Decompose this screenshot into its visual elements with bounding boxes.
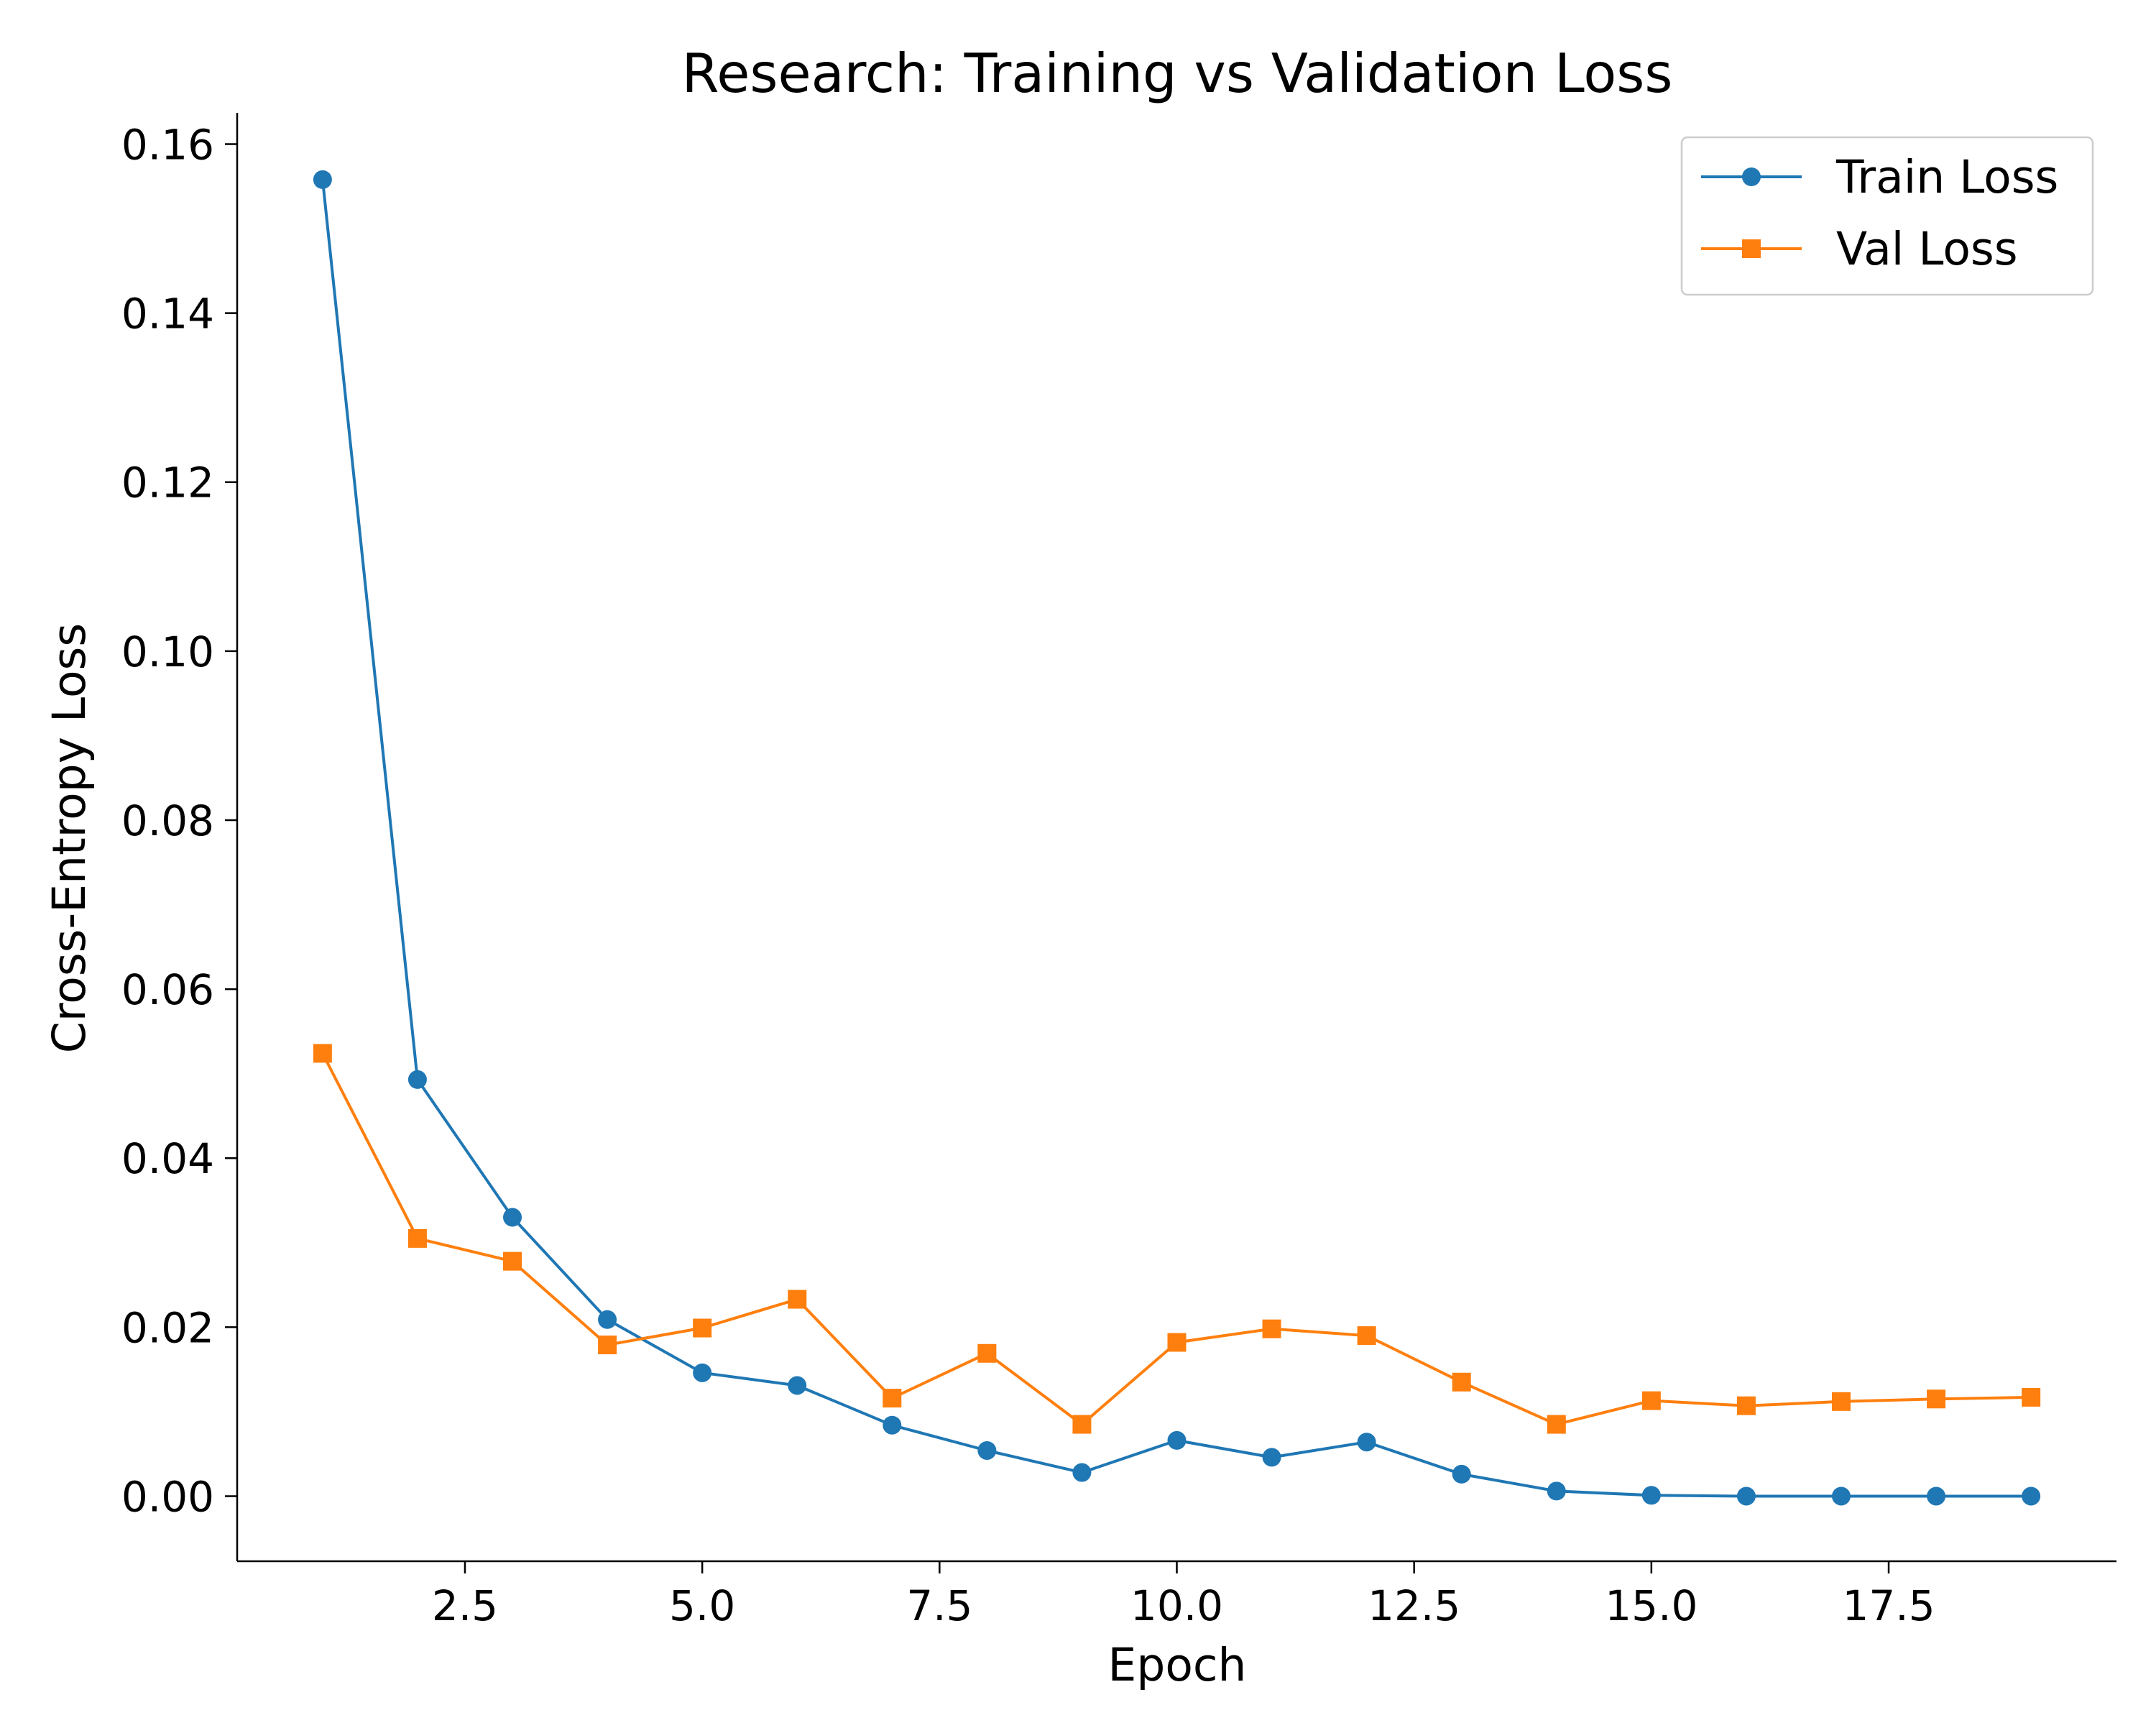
legend-item-train-loss[interactable]: Train Loss: [1701, 151, 2058, 203]
data-point-val-loss: [1072, 1415, 1092, 1434]
data-point-train-loss: [883, 1415, 902, 1435]
legend-val-marker: [1742, 239, 1761, 258]
x-tick-label: 10.0: [1130, 1581, 1223, 1630]
data-point-train-loss: [1547, 1481, 1566, 1501]
data-point-train-loss: [1641, 1486, 1661, 1505]
series-layer: [313, 170, 2041, 1506]
x-tick-label: 7.5: [906, 1581, 972, 1630]
data-point-train-loss: [788, 1376, 807, 1395]
data-point-val-loss: [1167, 1333, 1187, 1352]
series-train-loss: [313, 170, 2041, 1506]
data-point-val-loss: [503, 1251, 522, 1271]
series-line-val-loss: [321, 1052, 2032, 1426]
legend-val-label: Val Loss: [1836, 223, 2018, 275]
data-point-train-loss: [407, 1070, 427, 1089]
legend-train-marker: [1742, 167, 1761, 186]
y-tick-label: 0.06: [121, 965, 214, 1014]
data-point-train-loss: [693, 1363, 712, 1382]
data-point-train-loss: [1736, 1486, 1756, 1506]
x-tick-label: 15.0: [1605, 1581, 1697, 1630]
data-point-val-loss: [313, 1044, 332, 1063]
data-point-val-loss: [1262, 1319, 1281, 1338]
data-point-val-loss: [407, 1228, 427, 1248]
legend-item-val-loss[interactable]: Val Loss: [1701, 223, 2018, 275]
data-point-train-loss: [598, 1310, 617, 1329]
y-tick-label: 0.10: [121, 628, 214, 676]
data-point-train-loss: [1927, 1486, 1946, 1506]
y-tick-label: 0.04: [121, 1134, 214, 1183]
x-axis-label: Epoch: [1108, 1639, 1247, 1691]
data-point-train-loss: [1262, 1448, 1281, 1467]
legend-train-label: Train Loss: [1835, 151, 2058, 203]
y-tick-label: 0.00: [121, 1472, 214, 1521]
data-point-train-loss: [1831, 1486, 1851, 1506]
y-tick-label: 0.02: [121, 1303, 214, 1352]
y-tick-label: 0.14: [121, 290, 214, 339]
data-point-train-loss: [1357, 1433, 1376, 1452]
data-point-train-loss: [503, 1208, 522, 1227]
x-axis-ticks: 2.5 5.0 7.5 10.0 12.5 15.0 17.5: [432, 1561, 1935, 1630]
data-point-train-loss: [1167, 1430, 1187, 1450]
data-point-train-loss: [313, 170, 332, 189]
legend[interactable]: Train Loss Val Loss: [1680, 136, 2094, 296]
data-point-val-loss: [1831, 1392, 1851, 1411]
data-point-val-loss: [1452, 1372, 1471, 1392]
chart-title: Research: Training vs Validation Loss: [682, 42, 1673, 105]
series-line-train-loss: [321, 179, 2032, 1498]
data-point-val-loss: [1357, 1326, 1376, 1346]
x-tick-label: 17.5: [1842, 1581, 1935, 1630]
data-point-val-loss: [788, 1290, 807, 1309]
data-point-train-loss: [1452, 1464, 1471, 1484]
data-point-val-loss: [2022, 1387, 2041, 1407]
data-point-train-loss: [2022, 1486, 2041, 1506]
x-tick-label: 12.5: [1368, 1581, 1460, 1630]
data-point-val-loss: [883, 1389, 902, 1408]
data-point-val-loss: [1641, 1391, 1661, 1410]
series-val-loss: [313, 1044, 2041, 1434]
data-point-train-loss: [1072, 1463, 1092, 1482]
data-point-val-loss: [1927, 1389, 1946, 1409]
data-point-val-loss: [693, 1318, 712, 1338]
y-axis-label: Cross-Entropy Loss: [43, 623, 96, 1053]
data-point-train-loss: [977, 1440, 997, 1460]
x-tick-label: 2.5: [432, 1581, 498, 1630]
data-point-val-loss: [598, 1336, 617, 1355]
data-point-val-loss: [1736, 1396, 1756, 1415]
y-tick-label: 0.16: [121, 120, 214, 169]
data-point-val-loss: [977, 1343, 997, 1363]
x-tick-label: 5.0: [669, 1581, 735, 1630]
y-axis-ticks: 0.00 0.02 0.04 0.06 0.08 0.10 0.12 0.14 0.16: [121, 120, 237, 1521]
data-point-val-loss: [1547, 1415, 1566, 1434]
y-tick-label: 0.08: [121, 796, 214, 845]
y-tick-label: 0.12: [121, 459, 214, 507]
